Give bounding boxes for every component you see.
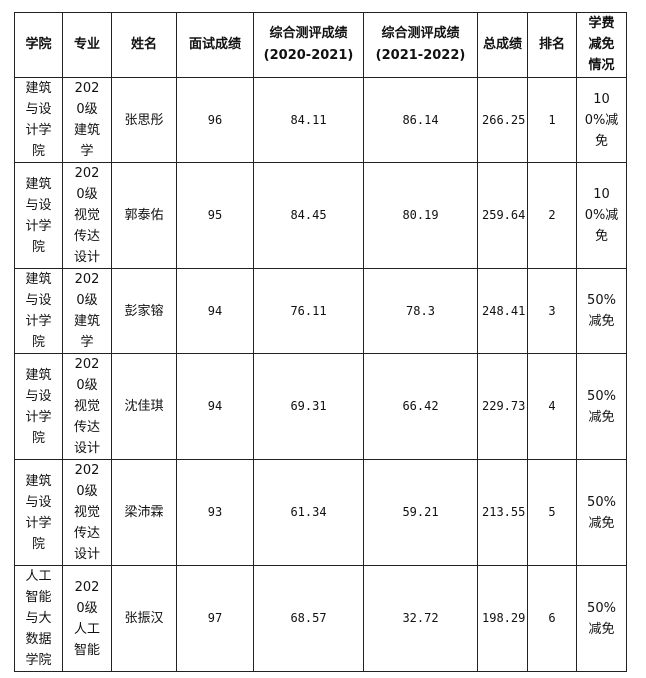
college-text: 建筑与设计学院 bbox=[25, 367, 52, 446]
cell-eval-2021: 86.14 bbox=[363, 77, 478, 163]
cell-rank: 2 bbox=[527, 162, 577, 269]
table-row: 建筑与设计学院 2020级视觉传达设计 沈佳琪 94 69.31 66.42 2… bbox=[14, 353, 627, 460]
cell-total: 248.41 bbox=[477, 268, 528, 354]
cell-total: 213.55 bbox=[477, 459, 528, 566]
header-interview: 面试成绩 bbox=[176, 12, 254, 78]
college-text: 建筑与设计学院 bbox=[25, 81, 52, 159]
cell-waiver: 100%减免 bbox=[576, 77, 627, 163]
cell-college: 建筑与设计学院 bbox=[14, 77, 63, 163]
cell-eval-2021: 80.19 bbox=[363, 162, 478, 269]
cell-eval-2021: 59.21 bbox=[363, 459, 478, 566]
cell-interview: 93 bbox=[176, 459, 254, 566]
major-text: 2020级视觉传达设计 bbox=[73, 463, 100, 562]
cell-eval-2020: 84.45 bbox=[253, 162, 364, 269]
waiver-text: 100%减免 bbox=[584, 91, 619, 149]
table-row: 建筑与设计学院 2020级建筑学 彭家镕 94 76.11 78.3 248.4… bbox=[14, 268, 627, 354]
cell-college: 建筑与设计学院 bbox=[14, 162, 63, 269]
header-eval-2020: 综合测评成绩 (2020-2021) bbox=[253, 12, 364, 78]
header-eval-2021: 综合测评成绩 (2021-2022) bbox=[363, 12, 478, 78]
cell-name: 张思彤 bbox=[111, 77, 177, 163]
waiver-text: 50%减免 bbox=[587, 293, 616, 329]
cell-college: 建筑与设计学院 bbox=[14, 459, 63, 566]
cell-college: 建筑与设计学院 bbox=[14, 268, 63, 354]
cell-name: 郭泰佑 bbox=[111, 162, 177, 269]
table-row: 建筑与设计学院 2020级建筑学 张思彤 96 84.11 86.14 266.… bbox=[14, 77, 627, 163]
major-text: 2020级人工智能 bbox=[73, 579, 100, 658]
cell-major: 2020级建筑学 bbox=[62, 77, 112, 163]
header-eval-year: (2020-2021) bbox=[263, 48, 354, 63]
header-eval-label: 综合测评成绩 bbox=[269, 26, 348, 41]
major-text: 2020级视觉传达设计 bbox=[73, 357, 100, 456]
college-text: 建筑与设计学院 bbox=[25, 473, 52, 552]
cell-total: 229.73 bbox=[477, 353, 528, 460]
cell-waiver: 50%减免 bbox=[576, 353, 627, 460]
cell-major: 2020级视觉传达设计 bbox=[62, 162, 112, 269]
college-text: 建筑与设计学院 bbox=[25, 176, 52, 255]
header-college: 学院 bbox=[14, 12, 63, 78]
cell-eval-2021: 32.72 bbox=[363, 565, 478, 672]
cell-rank: 5 bbox=[527, 459, 577, 566]
cell-waiver: 50%减免 bbox=[576, 459, 627, 566]
scholarship-table: 学院 专业 姓名 面试成绩 综合测评成绩 (2020-2021) 综合测评成绩 (2… bbox=[14, 12, 627, 672]
waiver-text: 50%减免 bbox=[587, 600, 616, 637]
cell-eval-2020: 76.11 bbox=[253, 268, 364, 354]
cell-interview: 96 bbox=[176, 77, 254, 163]
header-eval-label: 综合测评成绩 bbox=[381, 26, 460, 41]
cell-total: 266.25 bbox=[477, 77, 528, 163]
table-row: 人工智能与大数据学院 2020级人工智能 张振汉 97 68.57 32.72 … bbox=[14, 565, 627, 672]
header-waiver: 学费减免情况 bbox=[576, 12, 627, 78]
cell-major: 2020级人工智能 bbox=[62, 565, 112, 672]
cell-major: 2020级视觉传达设计 bbox=[62, 353, 112, 460]
header-eval-year: (2021-2022) bbox=[375, 48, 466, 63]
cell-eval-2020: 69.31 bbox=[253, 353, 364, 460]
waiver-text: 50%减免 bbox=[587, 388, 616, 425]
cell-name: 张振汉 bbox=[111, 565, 177, 672]
cell-eval-2020: 84.11 bbox=[253, 77, 364, 163]
cell-waiver: 100%减免 bbox=[576, 162, 627, 269]
table-row: 建筑与设计学院 2020级视觉传达设计 梁沛霖 93 61.34 59.21 2… bbox=[14, 459, 627, 566]
cell-major: 2020级视觉传达设计 bbox=[62, 459, 112, 566]
cell-rank: 6 bbox=[527, 565, 577, 672]
cell-name: 彭家镕 bbox=[111, 268, 177, 354]
cell-eval-2021: 78.3 bbox=[363, 268, 478, 354]
cell-rank: 4 bbox=[527, 353, 577, 460]
cell-total: 198.29 bbox=[477, 565, 528, 672]
header-waiver-label: 学费减免情况 bbox=[588, 16, 615, 73]
major-text: 2020级建筑学 bbox=[73, 272, 100, 350]
waiver-text: 100%减免 bbox=[584, 187, 619, 244]
cell-interview: 95 bbox=[176, 162, 254, 269]
major-text: 2020级建筑学 bbox=[73, 81, 100, 159]
cell-interview: 94 bbox=[176, 268, 254, 354]
cell-name: 梁沛霖 bbox=[111, 459, 177, 566]
header-major: 专业 bbox=[62, 12, 112, 78]
table-row: 建筑与设计学院 2020级视觉传达设计 郭泰佑 95 84.45 80.19 2… bbox=[14, 162, 627, 269]
header-total: 总成绩 bbox=[477, 12, 528, 78]
header-row: 学院 专业 姓名 面试成绩 综合测评成绩 (2020-2021) 综合测评成绩 (2… bbox=[14, 12, 627, 78]
cell-college: 人工智能与大数据学院 bbox=[14, 565, 63, 672]
cell-waiver: 50%减免 bbox=[576, 565, 627, 672]
waiver-text: 50%减免 bbox=[587, 494, 616, 531]
cell-interview: 97 bbox=[176, 565, 254, 672]
cell-rank: 3 bbox=[527, 268, 577, 354]
cell-rank: 1 bbox=[527, 77, 577, 163]
header-name: 姓名 bbox=[111, 12, 177, 78]
cell-eval-2020: 61.34 bbox=[253, 459, 364, 566]
cell-eval-2021: 66.42 bbox=[363, 353, 478, 460]
cell-waiver: 50%减免 bbox=[576, 268, 627, 354]
cell-total: 259.64 bbox=[477, 162, 528, 269]
cell-name: 沈佳琪 bbox=[111, 353, 177, 460]
header-rank: 排名 bbox=[527, 12, 577, 78]
college-text: 建筑与设计学院 bbox=[25, 272, 52, 350]
cell-interview: 94 bbox=[176, 353, 254, 460]
major-text: 2020级视觉传达设计 bbox=[73, 166, 100, 265]
cell-college: 建筑与设计学院 bbox=[14, 353, 63, 460]
college-text: 人工智能与大数据学院 bbox=[25, 569, 52, 668]
cell-major: 2020级建筑学 bbox=[62, 268, 112, 354]
cell-eval-2020: 68.57 bbox=[253, 565, 364, 672]
